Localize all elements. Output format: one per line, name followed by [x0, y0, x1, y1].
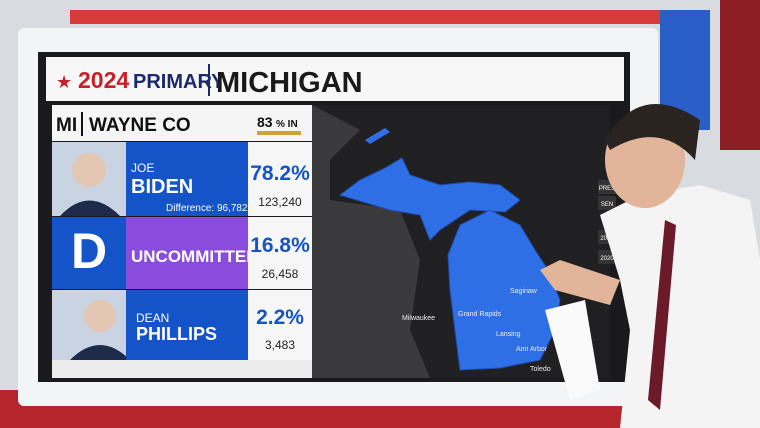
city-label: Grand Rapids	[458, 311, 502, 318]
menu-button[interactable]	[598, 196, 616, 210]
last-name: UNCOMMITTED	[131, 247, 258, 266]
city-label: Saginaw	[510, 288, 538, 295]
value-box	[248, 290, 312, 360]
name-box	[126, 142, 248, 216]
votes: 123,240	[258, 195, 302, 209]
isle-royale	[365, 128, 390, 144]
value-box	[248, 142, 312, 216]
menu-label: SEN	[601, 202, 613, 208]
state-abbr: MI	[56, 115, 77, 136]
last-name: PHILLIPS	[136, 324, 217, 344]
difference: Difference: 96,782	[166, 203, 248, 214]
menu-label: 2020	[600, 256, 614, 262]
badge: D	[71, 223, 107, 279]
suit	[60, 200, 120, 216]
first-name: JOE	[131, 161, 154, 175]
reporting-unit: % IN	[276, 119, 298, 130]
studio-light	[70, 10, 660, 24]
percent: 78.2%	[250, 162, 310, 185]
percent: 2.2%	[256, 306, 304, 329]
votes: 26,458	[262, 267, 299, 281]
face	[84, 300, 116, 332]
papers	[545, 300, 600, 400]
value-box	[248, 217, 312, 289]
name-box	[126, 217, 248, 289]
votes: 3,483	[265, 338, 295, 352]
header-bar	[46, 57, 624, 101]
arm	[540, 260, 620, 305]
name-box	[126, 290, 248, 360]
studio-panel	[720, 0, 760, 150]
menu-button[interactable]	[598, 250, 616, 264]
city-label: Milwaukee	[402, 315, 435, 322]
last-name: BIDEN	[131, 176, 193, 198]
land	[312, 105, 430, 378]
header-label: PRIMARY	[133, 71, 225, 93]
city-label: Ann Arbor	[516, 346, 548, 353]
county-name: WAYNE CO	[89, 115, 191, 136]
star: ★	[56, 72, 72, 92]
city-label: Lansing	[496, 331, 521, 338]
tie	[648, 220, 676, 410]
first-name: DEAN	[136, 311, 169, 325]
hair	[605, 104, 700, 160]
shirt	[600, 185, 760, 428]
reporting-bar	[257, 131, 301, 135]
footer	[52, 360, 312, 378]
city-label: Toledo	[530, 366, 551, 373]
upper-peninsula	[338, 157, 521, 241]
menu-label: PRES	[599, 186, 615, 192]
header-year: 2024	[78, 67, 129, 93]
suit	[70, 345, 130, 360]
face	[72, 153, 106, 187]
percent: 16.8%	[250, 234, 310, 257]
menu-label: 2024	[600, 236, 614, 242]
header-state: MICHIGAN	[216, 67, 363, 99]
reporting-value: 83	[257, 114, 273, 130]
badge-box	[52, 217, 126, 289]
lower-peninsula	[447, 209, 561, 371]
